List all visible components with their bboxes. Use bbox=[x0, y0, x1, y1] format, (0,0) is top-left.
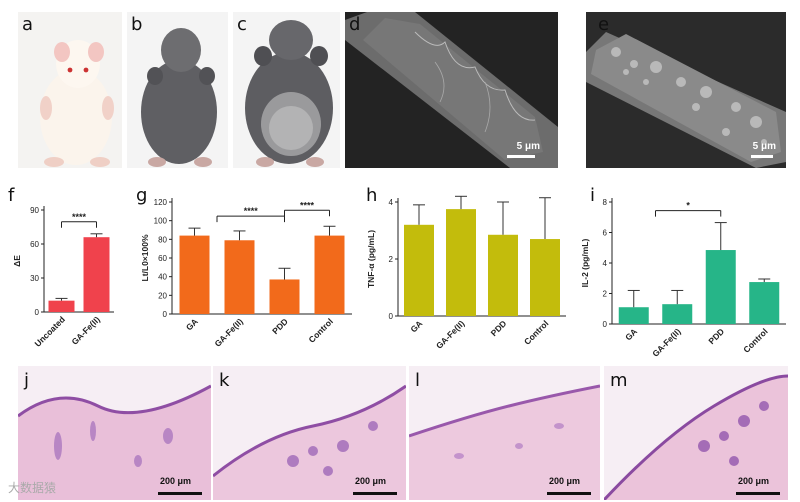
white-mouse-illustration bbox=[18, 12, 122, 168]
panel-label-b: b bbox=[131, 14, 143, 35]
bar-Control bbox=[530, 239, 560, 316]
bar-GA bbox=[179, 235, 210, 314]
panel-label-m: m bbox=[610, 370, 628, 391]
histology-l: 200 μm bbox=[409, 366, 600, 500]
x-tick-label: GA bbox=[623, 326, 639, 342]
histology-scale-bar-m: 200 μm bbox=[738, 476, 770, 486]
histology-scale-bar-j: 200 μm bbox=[160, 476, 192, 486]
watermark: 大数据猿 bbox=[8, 481, 57, 495]
bar-PDD bbox=[705, 250, 736, 324]
treated-mouse-illustration bbox=[233, 12, 340, 168]
bar-GA-Fe(II) bbox=[662, 304, 693, 324]
y-axis-label: TNF-α (pg/mL) bbox=[366, 230, 376, 288]
panel-label-c: c bbox=[237, 14, 247, 35]
x-tick-label: Uncoated bbox=[32, 314, 66, 348]
panel-label-d: d bbox=[349, 14, 361, 35]
histology-scale-bar-l: 200 μm bbox=[549, 476, 581, 486]
photo-grey-mouse bbox=[127, 12, 228, 168]
y-tick-label: 0 bbox=[603, 320, 608, 329]
sem-coated-illustration bbox=[586, 12, 786, 168]
x-tick-label: PDD bbox=[270, 316, 290, 336]
y-axis-label: Lt/L0×100% bbox=[140, 234, 150, 281]
histology-j-illustration bbox=[18, 366, 211, 500]
histology-scale-bar-k: 200 μm bbox=[355, 476, 387, 486]
y-tick-label: 4 bbox=[603, 259, 608, 268]
x-tick-label: PDD bbox=[706, 326, 726, 346]
x-tick-label: Control bbox=[741, 326, 769, 354]
panel-label-i: i bbox=[590, 185, 596, 206]
panel-label-k: k bbox=[219, 370, 230, 391]
bar-GA-Fe(II) bbox=[446, 209, 476, 316]
x-tick-label: Control bbox=[522, 318, 550, 346]
histology-l-illustration bbox=[409, 366, 600, 500]
histology-m-illustration bbox=[604, 366, 788, 500]
x-tick-label: Control bbox=[306, 316, 334, 344]
y-tick-label: 30 bbox=[30, 274, 39, 283]
x-tick-label: GA-Fe(II) bbox=[434, 318, 467, 351]
x-tick-label: GA bbox=[408, 318, 424, 334]
bar-Uncoated bbox=[48, 300, 75, 312]
sem-scale-bar-d: 5 μm bbox=[516, 141, 540, 152]
y-tick-label: 0 bbox=[163, 310, 168, 319]
significance-label: * bbox=[686, 201, 690, 211]
sem-scale-bar-e: 5 μm bbox=[752, 141, 776, 152]
y-tick-label: 60 bbox=[30, 240, 39, 249]
y-tick-label: 8 bbox=[603, 198, 608, 207]
y-tick-label: 60 bbox=[158, 254, 167, 263]
panel-label-a: a bbox=[22, 14, 34, 35]
panel-label-l: l bbox=[415, 370, 421, 391]
y-tick-label: 40 bbox=[158, 273, 167, 282]
y-axis-label: IL-2 (pg/mL) bbox=[580, 239, 590, 288]
significance-label: **** bbox=[72, 212, 87, 222]
y-tick-label: 20 bbox=[158, 291, 167, 300]
sem-uncoated-illustration bbox=[345, 12, 558, 168]
histology-m: 200 μm bbox=[604, 366, 788, 500]
x-tick-label: PDD bbox=[489, 318, 509, 338]
grey-mouse-illustration bbox=[127, 12, 228, 168]
panel-label-g: g bbox=[136, 185, 148, 206]
panel-label-e: e bbox=[598, 14, 610, 35]
panel-label-f: f bbox=[8, 185, 15, 206]
significance-label: **** bbox=[300, 200, 315, 210]
y-axis-label: ΔE bbox=[12, 255, 22, 267]
histology-k-illustration bbox=[213, 366, 406, 500]
bar-Control bbox=[749, 282, 780, 324]
y-tick-label: 80 bbox=[158, 235, 167, 244]
bar-PDD bbox=[269, 279, 300, 314]
y-tick-label: 0 bbox=[35, 308, 40, 317]
y-tick-label: 2 bbox=[603, 290, 608, 299]
bar-GA-Fe(II) bbox=[83, 237, 110, 312]
bar-GA-Fe(II) bbox=[224, 240, 255, 314]
x-tick-label: GA bbox=[184, 316, 200, 332]
photo-white-mouse bbox=[18, 12, 122, 168]
bar-GA bbox=[618, 307, 649, 324]
photo-treated-mouse bbox=[233, 12, 340, 168]
y-tick-label: 4 bbox=[389, 198, 394, 207]
y-tick-label: 0 bbox=[389, 312, 394, 321]
bar-PDD bbox=[488, 234, 518, 316]
y-tick-label: 2 bbox=[389, 255, 394, 264]
chart-g: 0 20 40 60 80 100 120 Lt/L0×100% GA GA-Fe(II) PDD C… bbox=[140, 198, 352, 349]
panel-label-h: h bbox=[366, 185, 378, 206]
x-tick-label: GA-Fe(II) bbox=[212, 316, 245, 349]
histology-j: 200 μm bbox=[18, 366, 211, 500]
y-tick-label: 120 bbox=[154, 198, 168, 207]
y-tick-label: 90 bbox=[30, 206, 39, 215]
chart-i: 0 2 4 6 8 IL-2 (pg/mL) GA GA-Fe(II) PDD Control * bbox=[580, 198, 786, 359]
x-tick-label: GA-Fe(II) bbox=[650, 326, 683, 359]
x-tick-label: GA-Fe(II) bbox=[69, 314, 102, 347]
chart-h: 0 2 4 TNF-α (pg/mL) GA GA-Fe(II) PDD Control bbox=[366, 195, 566, 351]
histology-k: 200 μm bbox=[213, 366, 406, 500]
sem-hair-uncoated: 5 μm bbox=[345, 12, 558, 168]
sem-hair-coated: 5 μm bbox=[586, 12, 786, 168]
panel-label-j: j bbox=[24, 370, 30, 391]
significance-label: **** bbox=[244, 206, 259, 216]
y-tick-label: 6 bbox=[603, 229, 608, 238]
bar-GA bbox=[404, 224, 434, 316]
y-tick-label: 100 bbox=[154, 217, 168, 226]
chart-f: 0 30 60 90 ΔE Uncoated GA-Fe(II) **** bbox=[12, 206, 114, 349]
bar-Control bbox=[314, 235, 345, 314]
